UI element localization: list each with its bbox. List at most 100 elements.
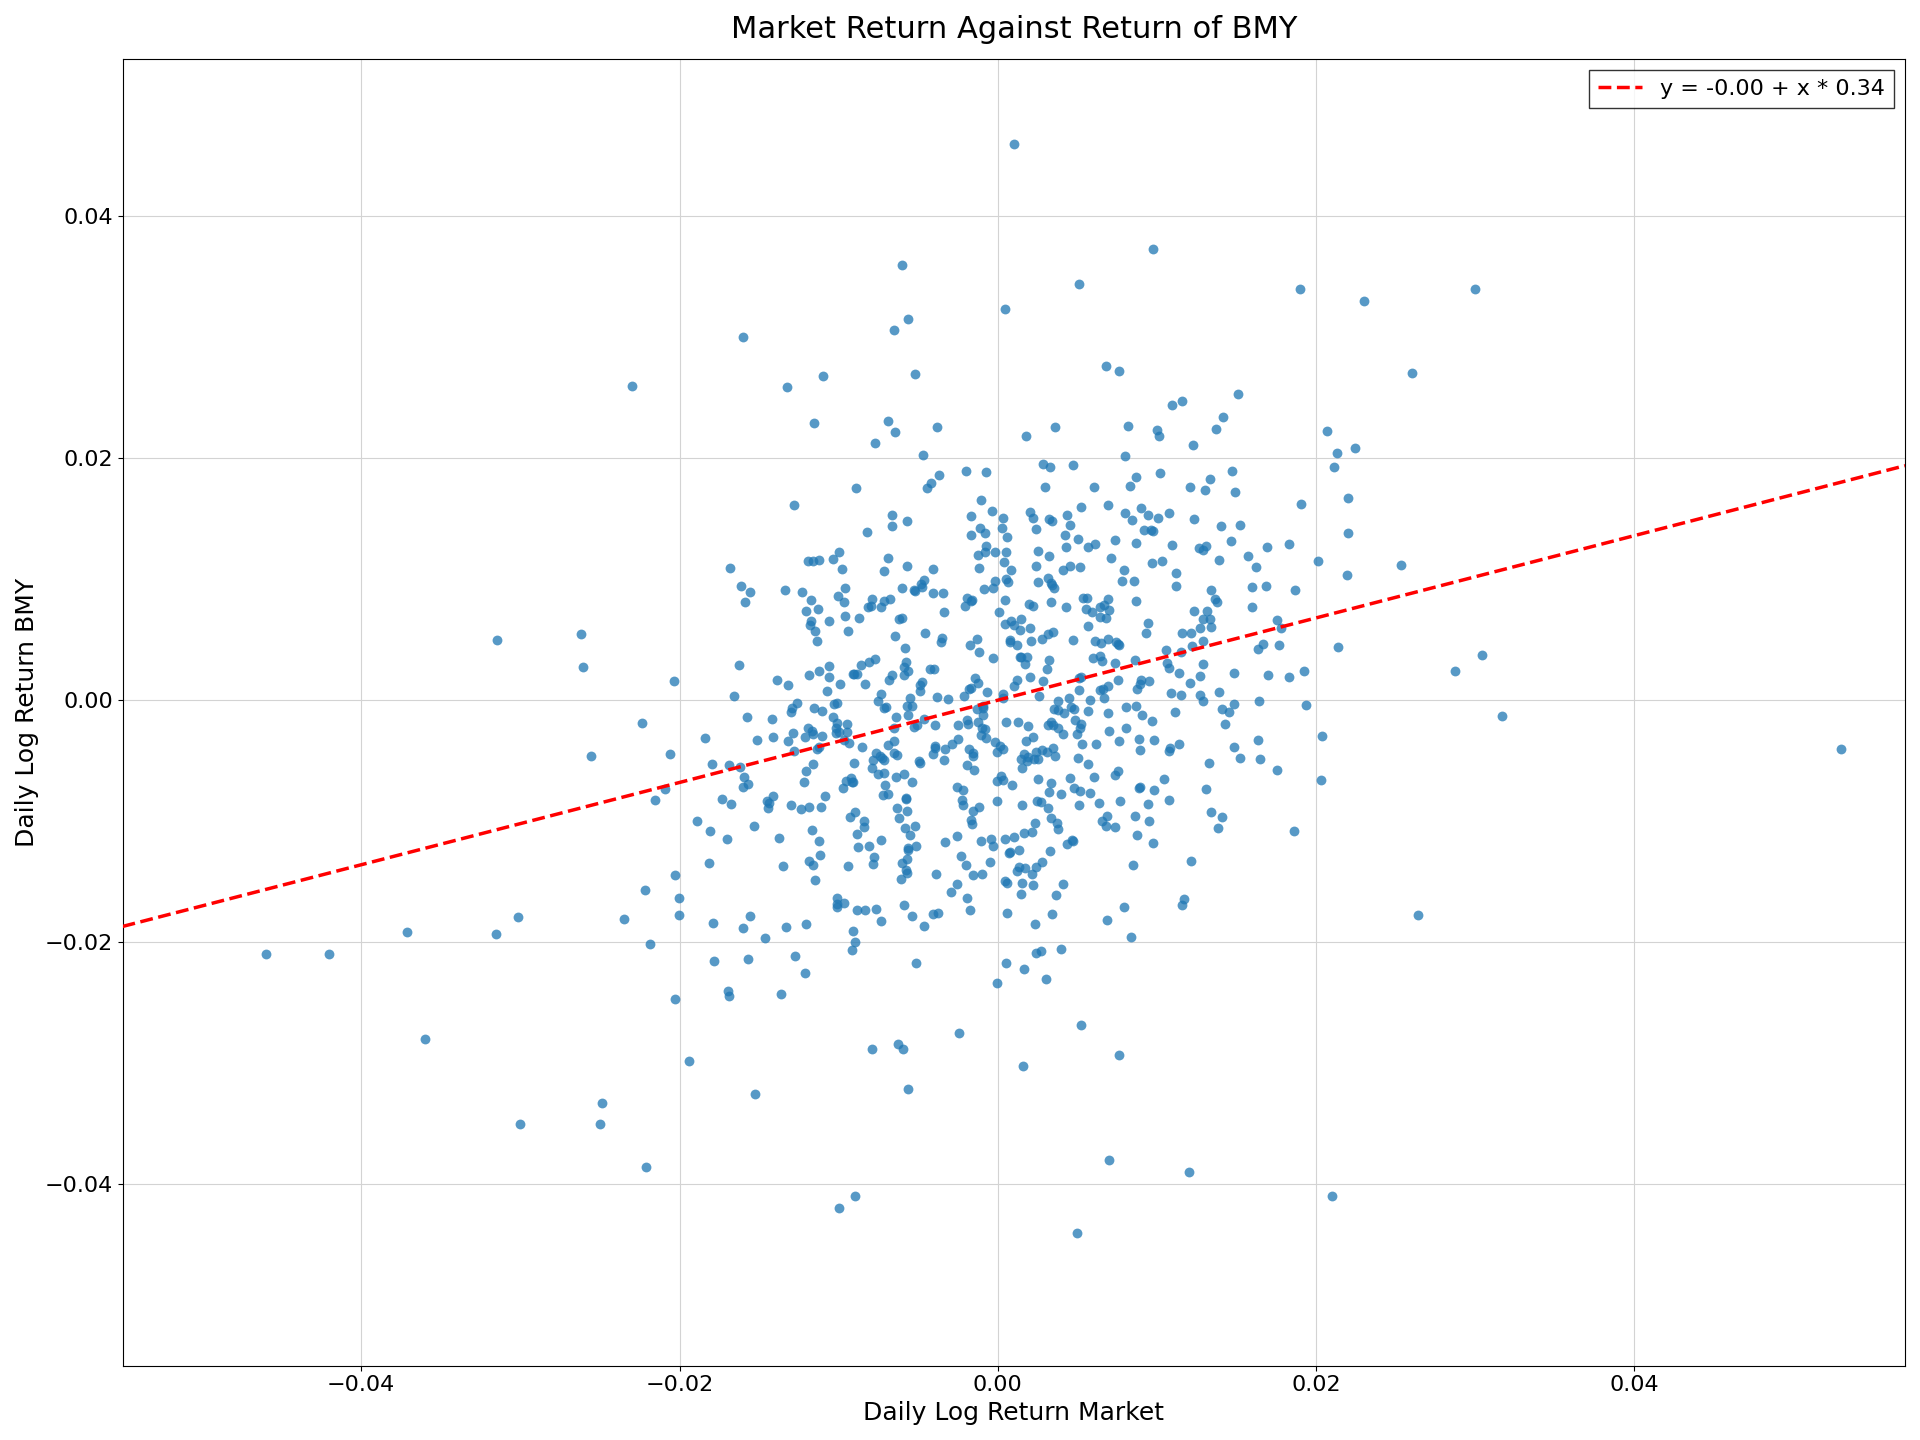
Point — [1010, 857, 1041, 880]
Point — [941, 873, 972, 896]
Point — [1060, 708, 1091, 732]
Point — [839, 752, 870, 775]
Point — [1102, 668, 1133, 691]
Point — [797, 854, 828, 877]
Point — [966, 723, 996, 746]
Point — [966, 488, 996, 511]
Point — [1087, 809, 1117, 832]
Point — [503, 906, 534, 929]
Point — [1165, 641, 1196, 664]
X-axis label: Daily Log Return Market: Daily Log Return Market — [864, 1401, 1164, 1426]
Point — [1083, 792, 1114, 815]
Point — [829, 729, 860, 752]
Point — [1066, 733, 1096, 756]
Point — [1031, 740, 1062, 763]
Point — [989, 870, 1020, 893]
Point — [918, 582, 948, 605]
Point — [906, 671, 937, 694]
Point — [1242, 638, 1273, 661]
Point — [908, 707, 939, 730]
Point — [664, 904, 695, 927]
Point — [1175, 850, 1206, 873]
Point — [822, 711, 852, 734]
Point — [1308, 724, 1338, 747]
Point — [854, 835, 885, 858]
Point — [1250, 575, 1281, 598]
Point — [1037, 713, 1068, 736]
Point — [1010, 425, 1041, 448]
Point — [1102, 632, 1133, 655]
Point — [893, 861, 924, 884]
Point — [1192, 599, 1223, 622]
Point — [1027, 452, 1058, 475]
Point — [1012, 750, 1043, 773]
Point — [803, 598, 833, 621]
Point — [879, 717, 910, 740]
Point — [1056, 828, 1087, 851]
Point — [1273, 665, 1304, 688]
Point — [866, 829, 897, 852]
Point — [1064, 665, 1094, 688]
Point — [770, 579, 801, 602]
Point — [849, 815, 879, 838]
Point — [966, 829, 996, 852]
Point — [568, 655, 599, 678]
Point — [983, 600, 1014, 624]
Point — [839, 930, 870, 953]
Point — [1188, 652, 1219, 675]
Point — [943, 1021, 973, 1044]
Point — [566, 622, 597, 645]
Point — [1440, 660, 1471, 683]
Point — [1004, 855, 1035, 878]
Point — [900, 835, 931, 858]
Point — [806, 724, 837, 747]
Point — [1185, 537, 1215, 560]
Point — [987, 517, 1018, 540]
Point — [739, 1083, 770, 1106]
Point — [714, 556, 745, 579]
Point — [887, 253, 918, 276]
Point — [899, 815, 929, 838]
Point — [991, 612, 1021, 635]
Point — [609, 907, 639, 930]
Point — [1826, 737, 1857, 760]
Point — [1196, 801, 1227, 824]
Point — [1146, 549, 1177, 572]
Point — [1058, 454, 1089, 477]
Point — [964, 671, 995, 694]
Point — [803, 549, 833, 572]
Point — [824, 672, 854, 696]
Point — [891, 788, 922, 811]
Point — [1000, 860, 1031, 883]
Point — [1188, 688, 1219, 711]
Point — [920, 714, 950, 737]
Point — [1160, 575, 1190, 598]
Point — [1190, 480, 1221, 503]
Point — [906, 572, 937, 595]
Point — [987, 507, 1018, 530]
Point — [1108, 559, 1139, 582]
Point — [843, 606, 874, 629]
Point — [912, 477, 943, 500]
Point — [716, 792, 747, 815]
Point — [833, 732, 864, 755]
Point — [964, 795, 995, 818]
Point — [1332, 521, 1363, 544]
Point — [1112, 415, 1142, 438]
Point — [730, 590, 760, 613]
Point — [1319, 455, 1350, 478]
Point — [1006, 608, 1037, 631]
Point — [1025, 791, 1056, 814]
Point — [972, 461, 1002, 484]
Point — [1043, 716, 1073, 739]
Point — [1179, 507, 1210, 530]
Point — [1012, 714, 1043, 737]
Y-axis label: Daily Log Return BMY: Daily Log Return BMY — [15, 577, 38, 847]
Point — [1085, 595, 1116, 618]
Point — [1039, 576, 1069, 599]
Point — [1225, 747, 1256, 770]
Point — [409, 1028, 440, 1051]
Point — [1081, 732, 1112, 755]
Point — [1265, 616, 1296, 639]
Point — [822, 893, 852, 916]
